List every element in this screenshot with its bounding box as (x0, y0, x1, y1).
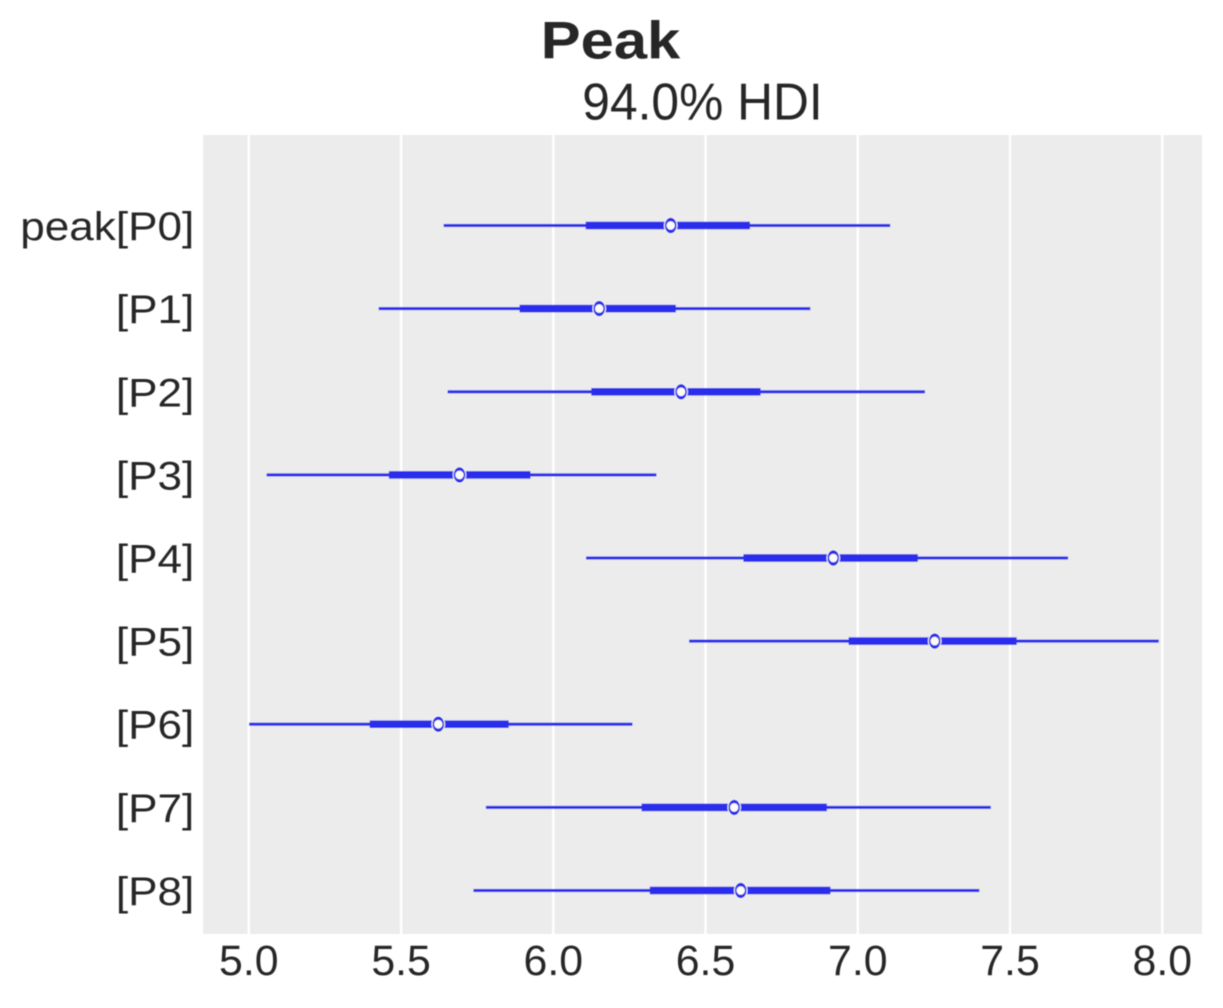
svg-text:Peak: Peak (541, 10, 681, 69)
svg-text:5.0: 5.0 (219, 937, 279, 985)
svg-text:8.0: 8.0 (1133, 937, 1193, 985)
svg-text:[P8]: [P8] (116, 869, 194, 914)
svg-text:[P4]: [P4] (116, 536, 194, 581)
svg-text:94.0% HDI: 94.0% HDI (582, 72, 822, 130)
svg-text:peak[P0]: peak[P0] (20, 204, 194, 249)
svg-text:7.5: 7.5 (980, 937, 1040, 985)
svg-text:[P2]: [P2] (116, 370, 194, 415)
svg-text:6.5: 6.5 (676, 937, 736, 985)
svg-text:[P3]: [P3] (116, 453, 194, 498)
svg-text:5.5: 5.5 (371, 937, 431, 985)
svg-text:[P5]: [P5] (116, 620, 194, 665)
svg-text:[P1]: [P1] (116, 287, 194, 332)
svg-text:[P7]: [P7] (116, 786, 194, 831)
svg-text:6.0: 6.0 (524, 937, 584, 985)
svg-text:[P6]: [P6] (116, 703, 194, 748)
svg-text:7.0: 7.0 (828, 937, 888, 985)
